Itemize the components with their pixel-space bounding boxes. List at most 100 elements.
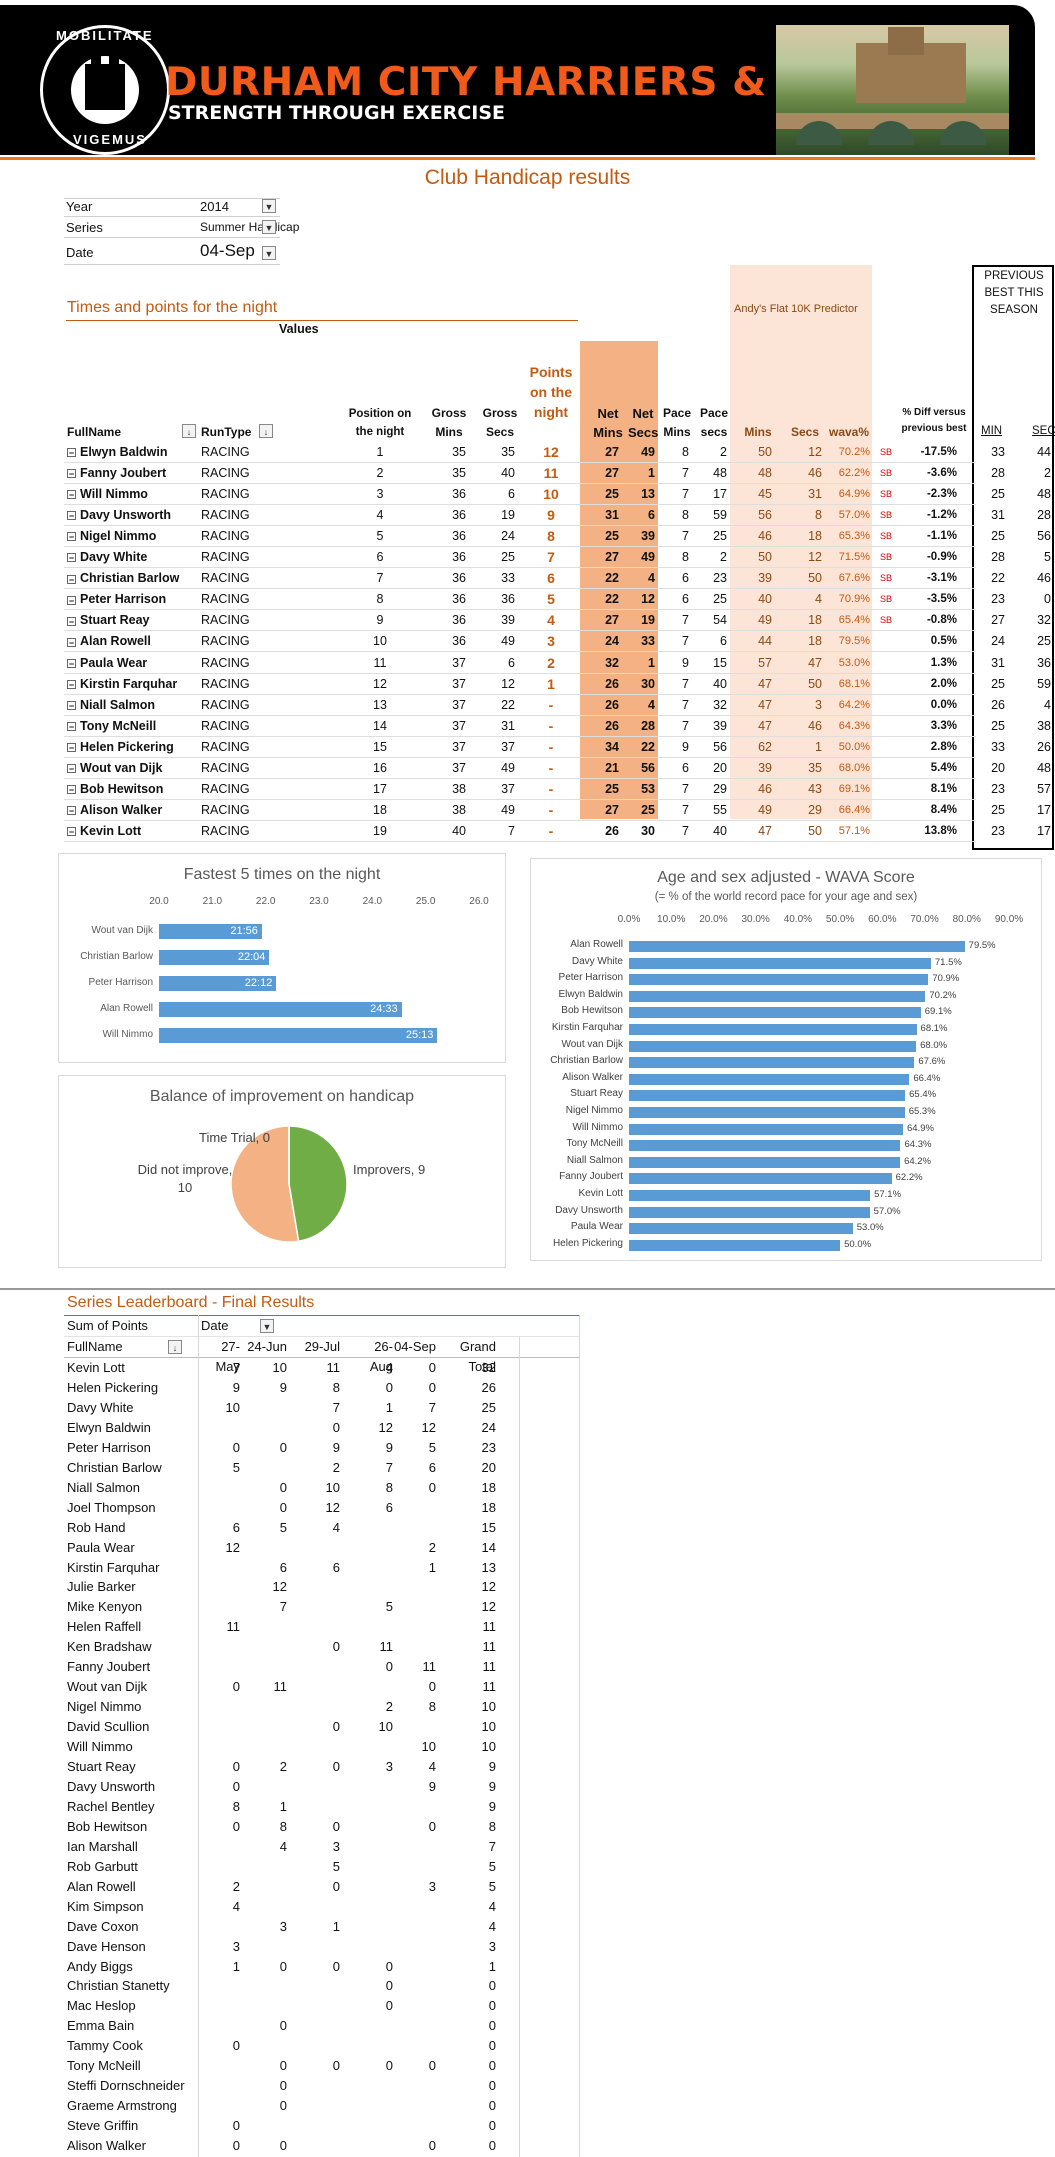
- leaderboard-cell: 0: [279, 2018, 287, 2034]
- result-pace-mins: 7: [682, 529, 689, 544]
- result-pred-secs: 3: [815, 697, 822, 712]
- result-name[interactable]: − Paula Wear: [67, 653, 202, 674]
- result-name-text: Tony McNeill: [80, 718, 157, 733]
- result-name[interactable]: − Fanny Joubert: [67, 463, 202, 484]
- result-name[interactable]: − Kevin Lott: [67, 821, 202, 842]
- previous-best-sec: 17: [1037, 823, 1051, 838]
- result-diff: -2.3%: [926, 488, 957, 501]
- expand-row-icon[interactable]: −: [67, 658, 76, 669]
- result-pace-secs: 6: [720, 634, 727, 649]
- result-name[interactable]: − Davy White: [67, 547, 202, 568]
- result-pred-mins: 47: [758, 697, 772, 712]
- result-name[interactable]: − Alison Walker: [67, 800, 202, 821]
- result-name[interactable]: − Bob Hewitson: [67, 779, 202, 800]
- year-filter-icon[interactable]: ▼: [262, 199, 276, 213]
- leaderboard-cell: 1: [232, 1958, 240, 1974]
- expand-row-icon[interactable]: −: [67, 511, 76, 522]
- leaderboard-cell: 0: [488, 2018, 496, 2034]
- wava-chart-subtitle: (= % of the world record pace for your a…: [654, 891, 918, 903]
- result-pred-mins: 56: [758, 508, 772, 523]
- result-points: -: [548, 738, 554, 755]
- expand-row-icon[interactable]: −: [67, 721, 76, 732]
- date-filter-icon[interactable]: ▼: [262, 246, 276, 260]
- result-net-secs: 13: [641, 487, 655, 502]
- result-name[interactable]: − Peter Harrison: [67, 589, 202, 610]
- result-name[interactable]: − Will Nimmo: [67, 484, 202, 505]
- fullname-sort-icon[interactable]: ↓: [182, 424, 196, 438]
- result-wava: 67.6%: [838, 572, 870, 585]
- expand-row-icon[interactable]: −: [67, 827, 76, 838]
- previous-best-min: 33: [991, 445, 1005, 459]
- wava-bar-label: 70.2%: [929, 989, 957, 1001]
- result-position: 1: [376, 445, 384, 459]
- expand-row-icon[interactable]: −: [67, 532, 76, 543]
- expand-row-icon[interactable]: −: [67, 785, 76, 795]
- result-gross-mins: 36: [452, 592, 466, 607]
- runtype-sort-icon[interactable]: ↓: [259, 424, 273, 438]
- expand-row-icon[interactable]: −: [67, 490, 76, 501]
- date-filter-icon[interactable]: ▼: [260, 1319, 274, 1333]
- expand-row-icon[interactable]: −: [67, 806, 76, 817]
- result-name[interactable]: − Kirstin Farquhar: [67, 674, 202, 695]
- expand-row-icon[interactable]: −: [67, 616, 76, 627]
- leaderboard-cell: 8: [232, 1798, 240, 1814]
- result-name[interactable]: − Wout van Dijk: [67, 758, 202, 779]
- expand-row-icon[interactable]: −: [67, 637, 76, 648]
- leaderboard-cell: 10: [272, 1360, 287, 1375]
- result-position: 10: [373, 634, 387, 649]
- leaderboard-cell: 5: [232, 1459, 240, 1475]
- leaderboard-cell: 1: [332, 1918, 340, 1934]
- result-gross-secs: 12: [501, 676, 515, 691]
- expand-row-icon[interactable]: −: [67, 700, 76, 711]
- fastest-axis-tick: 22.0: [255, 896, 276, 907]
- result-name[interactable]: − Christian Barlow: [67, 568, 202, 589]
- result-net-secs: 6: [648, 508, 655, 523]
- season-best-badge: SB: [880, 468, 893, 479]
- leaderboard-row-name: Nigel Nimmo: [67, 1699, 142, 1715]
- result-position: 2: [376, 466, 384, 481]
- leaderboard-row-name: Steffi Dornschneider: [67, 2078, 185, 2094]
- expand-row-icon[interactable]: −: [67, 742, 76, 753]
- result-name[interactable]: − Elwyn Baldwin: [67, 442, 202, 463]
- result-name[interactable]: − Stuart Reay: [67, 610, 202, 631]
- result-net-mins: 22: [605, 592, 619, 607]
- series-filter-icon[interactable]: ▼: [262, 220, 276, 234]
- previous-best-sec: 26: [1037, 739, 1051, 754]
- improvement-pie-chart: Balance of improvement on handicap Time …: [58, 1075, 506, 1268]
- result-name[interactable]: − Tony McNeill: [67, 716, 202, 737]
- result-diff: 8.1%: [930, 782, 957, 795]
- expand-row-icon[interactable]: −: [67, 679, 76, 690]
- previous-best-min: 25: [991, 529, 1005, 544]
- result-pred-secs: 50: [808, 823, 822, 838]
- result-name[interactable]: − Alan Rowell: [67, 631, 202, 652]
- times-section-heading: Times and points for the night: [67, 299, 278, 316]
- result-name[interactable]: − Nigel Nimmo: [67, 526, 202, 547]
- expand-row-icon[interactable]: −: [67, 574, 76, 585]
- result-name[interactable]: − Helen Pickering: [67, 737, 202, 758]
- leaderboard-row-name: Alan Rowell: [67, 1878, 136, 1894]
- result-pred-secs: 12: [808, 550, 822, 565]
- result-name-text: Elwyn Baldwin: [80, 445, 168, 459]
- result-points: -: [548, 717, 554, 734]
- wava-bar-label: 64.9%: [907, 1122, 934, 1134]
- result-diff: -3.5%: [926, 593, 957, 606]
- previous-best-sec: 48: [1037, 487, 1051, 502]
- column-divider: [198, 1315, 199, 2157]
- expand-row-icon[interactable]: −: [67, 469, 76, 480]
- date-column-label: Date: [201, 1318, 229, 1333]
- result-runtype: RACING: [201, 697, 250, 712]
- expand-row-icon[interactable]: −: [67, 595, 76, 606]
- table-row-divider: [64, 630, 976, 632]
- expand-row-icon[interactable]: −: [67, 553, 76, 564]
- wava-bar-category: Davy White: [571, 955, 623, 967]
- fullname-sort-icon[interactable]: ↓: [168, 1340, 182, 1354]
- result-gross-mins: 37: [452, 655, 466, 670]
- leaderboard-cell: 0: [385, 2058, 393, 2074]
- expand-row-icon[interactable]: −: [67, 763, 76, 774]
- result-name[interactable]: − Davy Unsworth: [67, 505, 202, 526]
- result-name[interactable]: − Niall Salmon: [67, 695, 202, 716]
- leaderboard-cell: 23: [481, 1439, 496, 1455]
- leaderboard-row-name: Rachel Bentley: [67, 1798, 155, 1814]
- pie-graphic: [230, 1124, 348, 1243]
- expand-row-icon[interactable]: −: [67, 448, 76, 459]
